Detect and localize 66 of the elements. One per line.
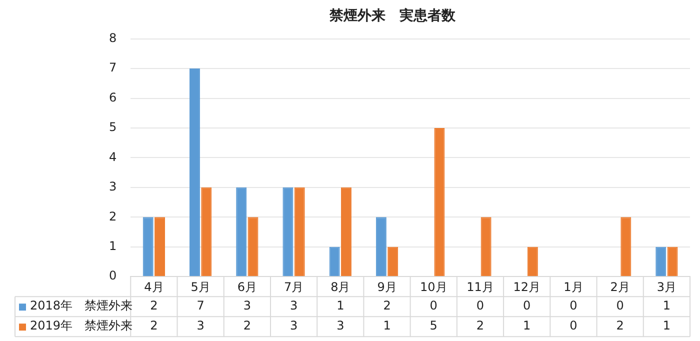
x-tick-label: 5月: [190, 280, 210, 294]
bar: [142, 217, 154, 276]
bar: [388, 246, 398, 276]
bar: [201, 187, 212, 276]
bar: [282, 187, 294, 276]
bar: [340, 187, 352, 276]
data-label: 1: [336, 298, 344, 313]
x-tick-label: 2月: [610, 280, 630, 294]
data-label: 2: [150, 318, 158, 333]
data-label: 2: [150, 298, 158, 313]
bar: [656, 246, 666, 276]
x-tick-label: 9月: [377, 280, 397, 294]
data-label: 0: [523, 298, 531, 313]
x-tick-label: 10月: [420, 280, 448, 294]
x-tick-label: 1月: [564, 280, 584, 294]
data-label: 2: [383, 298, 391, 313]
data-label: 2: [616, 318, 624, 333]
bar: [667, 246, 678, 276]
bar: [434, 128, 445, 276]
data-label: 3: [336, 318, 344, 333]
data-label: 3: [243, 298, 251, 313]
data-label: 3: [290, 298, 298, 313]
data-label: 0: [570, 318, 578, 333]
data-label: 0: [430, 298, 438, 313]
chart-title: 禁煙外来 実患者数: [328, 7, 456, 24]
bar: [480, 217, 492, 276]
data-label: 0: [476, 298, 484, 313]
data-label: 2: [476, 318, 484, 333]
x-tick-label: 11月: [466, 280, 494, 294]
data-label: 1: [662, 318, 671, 333]
data-label: 1: [383, 318, 391, 333]
bar: [527, 246, 538, 276]
bar: [189, 68, 200, 276]
bar: [620, 217, 632, 276]
y-tick-label: 5: [108, 120, 117, 134]
y-tick-label: 2: [108, 209, 117, 224]
x-tick-label: 3月: [656, 280, 677, 294]
bar: [294, 187, 305, 276]
data-label: 0: [570, 298, 578, 313]
data-label: 3: [290, 318, 298, 333]
data-label: 3: [196, 318, 204, 333]
x-tick-label: 4月: [144, 280, 164, 294]
data-label: 1: [523, 318, 531, 333]
y-tick-label: 1: [108, 239, 117, 253]
bar: [248, 217, 258, 276]
x-tick-label: 12月: [513, 280, 540, 294]
y-tick-label: 8: [108, 30, 117, 45]
data-label: 0: [616, 298, 624, 313]
y-tick-label: 3: [108, 180, 117, 194]
bar: [236, 187, 247, 276]
bar: [329, 246, 340, 276]
y-tick-label: 0: [108, 268, 117, 283]
bar: [376, 217, 386, 276]
x-tick-label: 6月: [237, 280, 257, 294]
bar: [154, 217, 166, 276]
y-tick-label: 7: [108, 60, 117, 75]
y-tick-label: 6: [108, 90, 117, 104]
y-tick-label: 4: [108, 150, 117, 164]
legend-label: 2018年 禁煙外来: [30, 298, 133, 313]
legend-label: 2019年 禁煙外来: [30, 318, 133, 333]
data-label: 2: [243, 318, 251, 333]
x-tick-label: 8月: [330, 280, 350, 294]
data-label: 1: [662, 298, 671, 313]
x-tick-label: 7月: [284, 280, 304, 294]
data-label: 7: [196, 298, 204, 313]
data-label: 5: [430, 318, 438, 333]
